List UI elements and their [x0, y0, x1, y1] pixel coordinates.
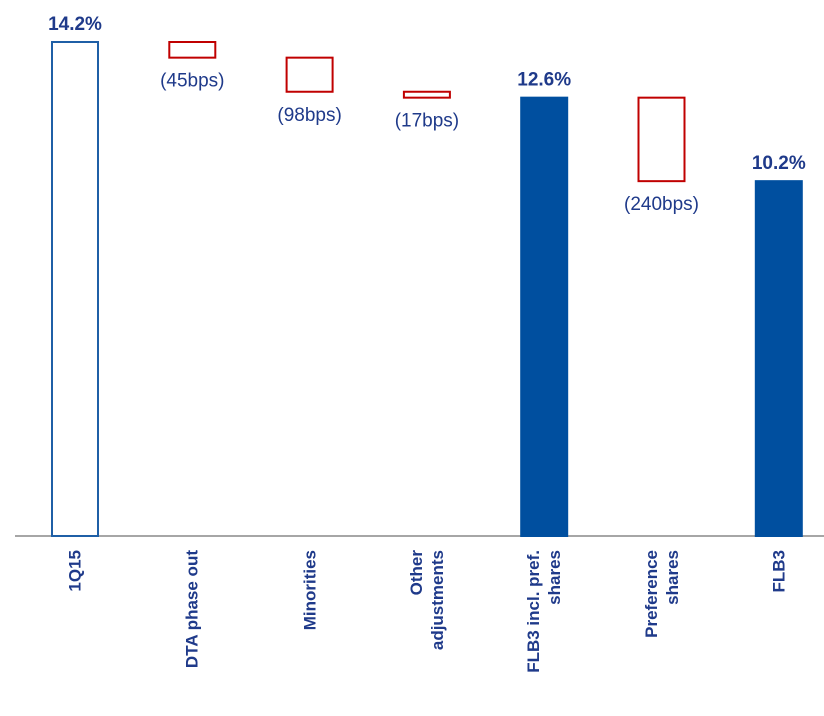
x-tick-label: FLB3 incl. pref. shares — [524, 550, 565, 673]
total-bar — [520, 96, 569, 538]
value-label: 10.2% — [752, 153, 806, 174]
delta-bar — [637, 96, 686, 183]
x-tick-label: Minorities — [300, 550, 320, 631]
delta-bar — [402, 90, 451, 99]
value-label: 14.2% — [48, 14, 102, 35]
delta-bar — [168, 41, 217, 59]
total-bar — [51, 41, 99, 537]
x-tick-label: FLB3 — [769, 550, 789, 593]
delta-bar — [285, 56, 334, 93]
x-tick-label: Preference shares — [641, 550, 682, 638]
x-tick-label: 1Q15 — [65, 550, 85, 592]
x-tick-label: DTA phase out — [182, 550, 202, 669]
x-tick-label: Other adjustments — [406, 550, 447, 651]
value-label: (45bps) — [160, 71, 224, 92]
value-label: (17bps) — [395, 111, 459, 132]
value-label: 12.6% — [517, 70, 571, 91]
value-label: (240bps) — [624, 194, 699, 215]
total-bar — [754, 180, 803, 537]
value-label: (98bps) — [277, 105, 341, 126]
